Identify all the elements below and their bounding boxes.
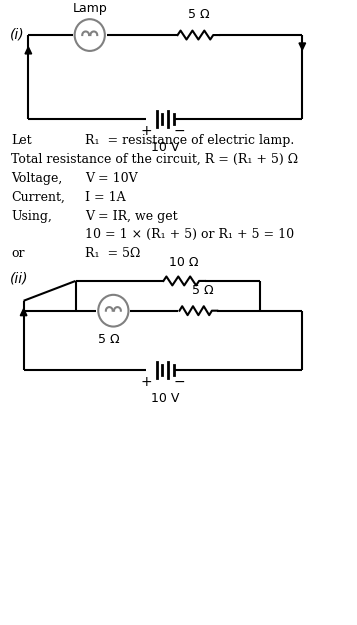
Text: −: − xyxy=(174,375,185,389)
Text: 5 Ω: 5 Ω xyxy=(192,284,214,297)
Text: (i): (i) xyxy=(9,27,24,41)
Text: Voltage,: Voltage, xyxy=(11,172,62,185)
Text: I = 1A: I = 1A xyxy=(85,191,126,204)
Text: Current,: Current, xyxy=(11,191,65,204)
Text: +: + xyxy=(141,124,152,138)
Text: 10 = 1 × (R₁ + 5) or R₁ + 5 = 10: 10 = 1 × (R₁ + 5) or R₁ + 5 = 10 xyxy=(85,228,294,241)
Text: Lamp: Lamp xyxy=(72,2,107,15)
Text: 5 Ω: 5 Ω xyxy=(187,8,209,21)
Text: Total resistance of the circuit, R = (R₁ + 5) Ω: Total resistance of the circuit, R = (R₁… xyxy=(11,153,298,166)
Text: R₁  = 5Ω: R₁ = 5Ω xyxy=(85,248,140,260)
Polygon shape xyxy=(299,43,306,50)
Text: 5 Ω: 5 Ω xyxy=(98,332,120,346)
Text: V = 10V: V = 10V xyxy=(85,172,138,185)
Polygon shape xyxy=(20,309,27,316)
Text: 10 V: 10 V xyxy=(151,392,180,405)
Polygon shape xyxy=(25,47,32,54)
Text: V = IR, we get: V = IR, we get xyxy=(85,209,178,222)
Text: Let: Let xyxy=(11,134,32,148)
Text: or: or xyxy=(11,248,25,260)
Text: Using,: Using, xyxy=(11,209,52,222)
Text: 10 Ω: 10 Ω xyxy=(170,256,199,269)
Text: 10 V: 10 V xyxy=(151,141,180,154)
Text: +: + xyxy=(141,375,152,389)
Text: −: − xyxy=(174,124,185,138)
Text: (ii): (ii) xyxy=(9,271,28,285)
Text: R₁  = resistance of electric lamp.: R₁ = resistance of electric lamp. xyxy=(85,134,294,148)
